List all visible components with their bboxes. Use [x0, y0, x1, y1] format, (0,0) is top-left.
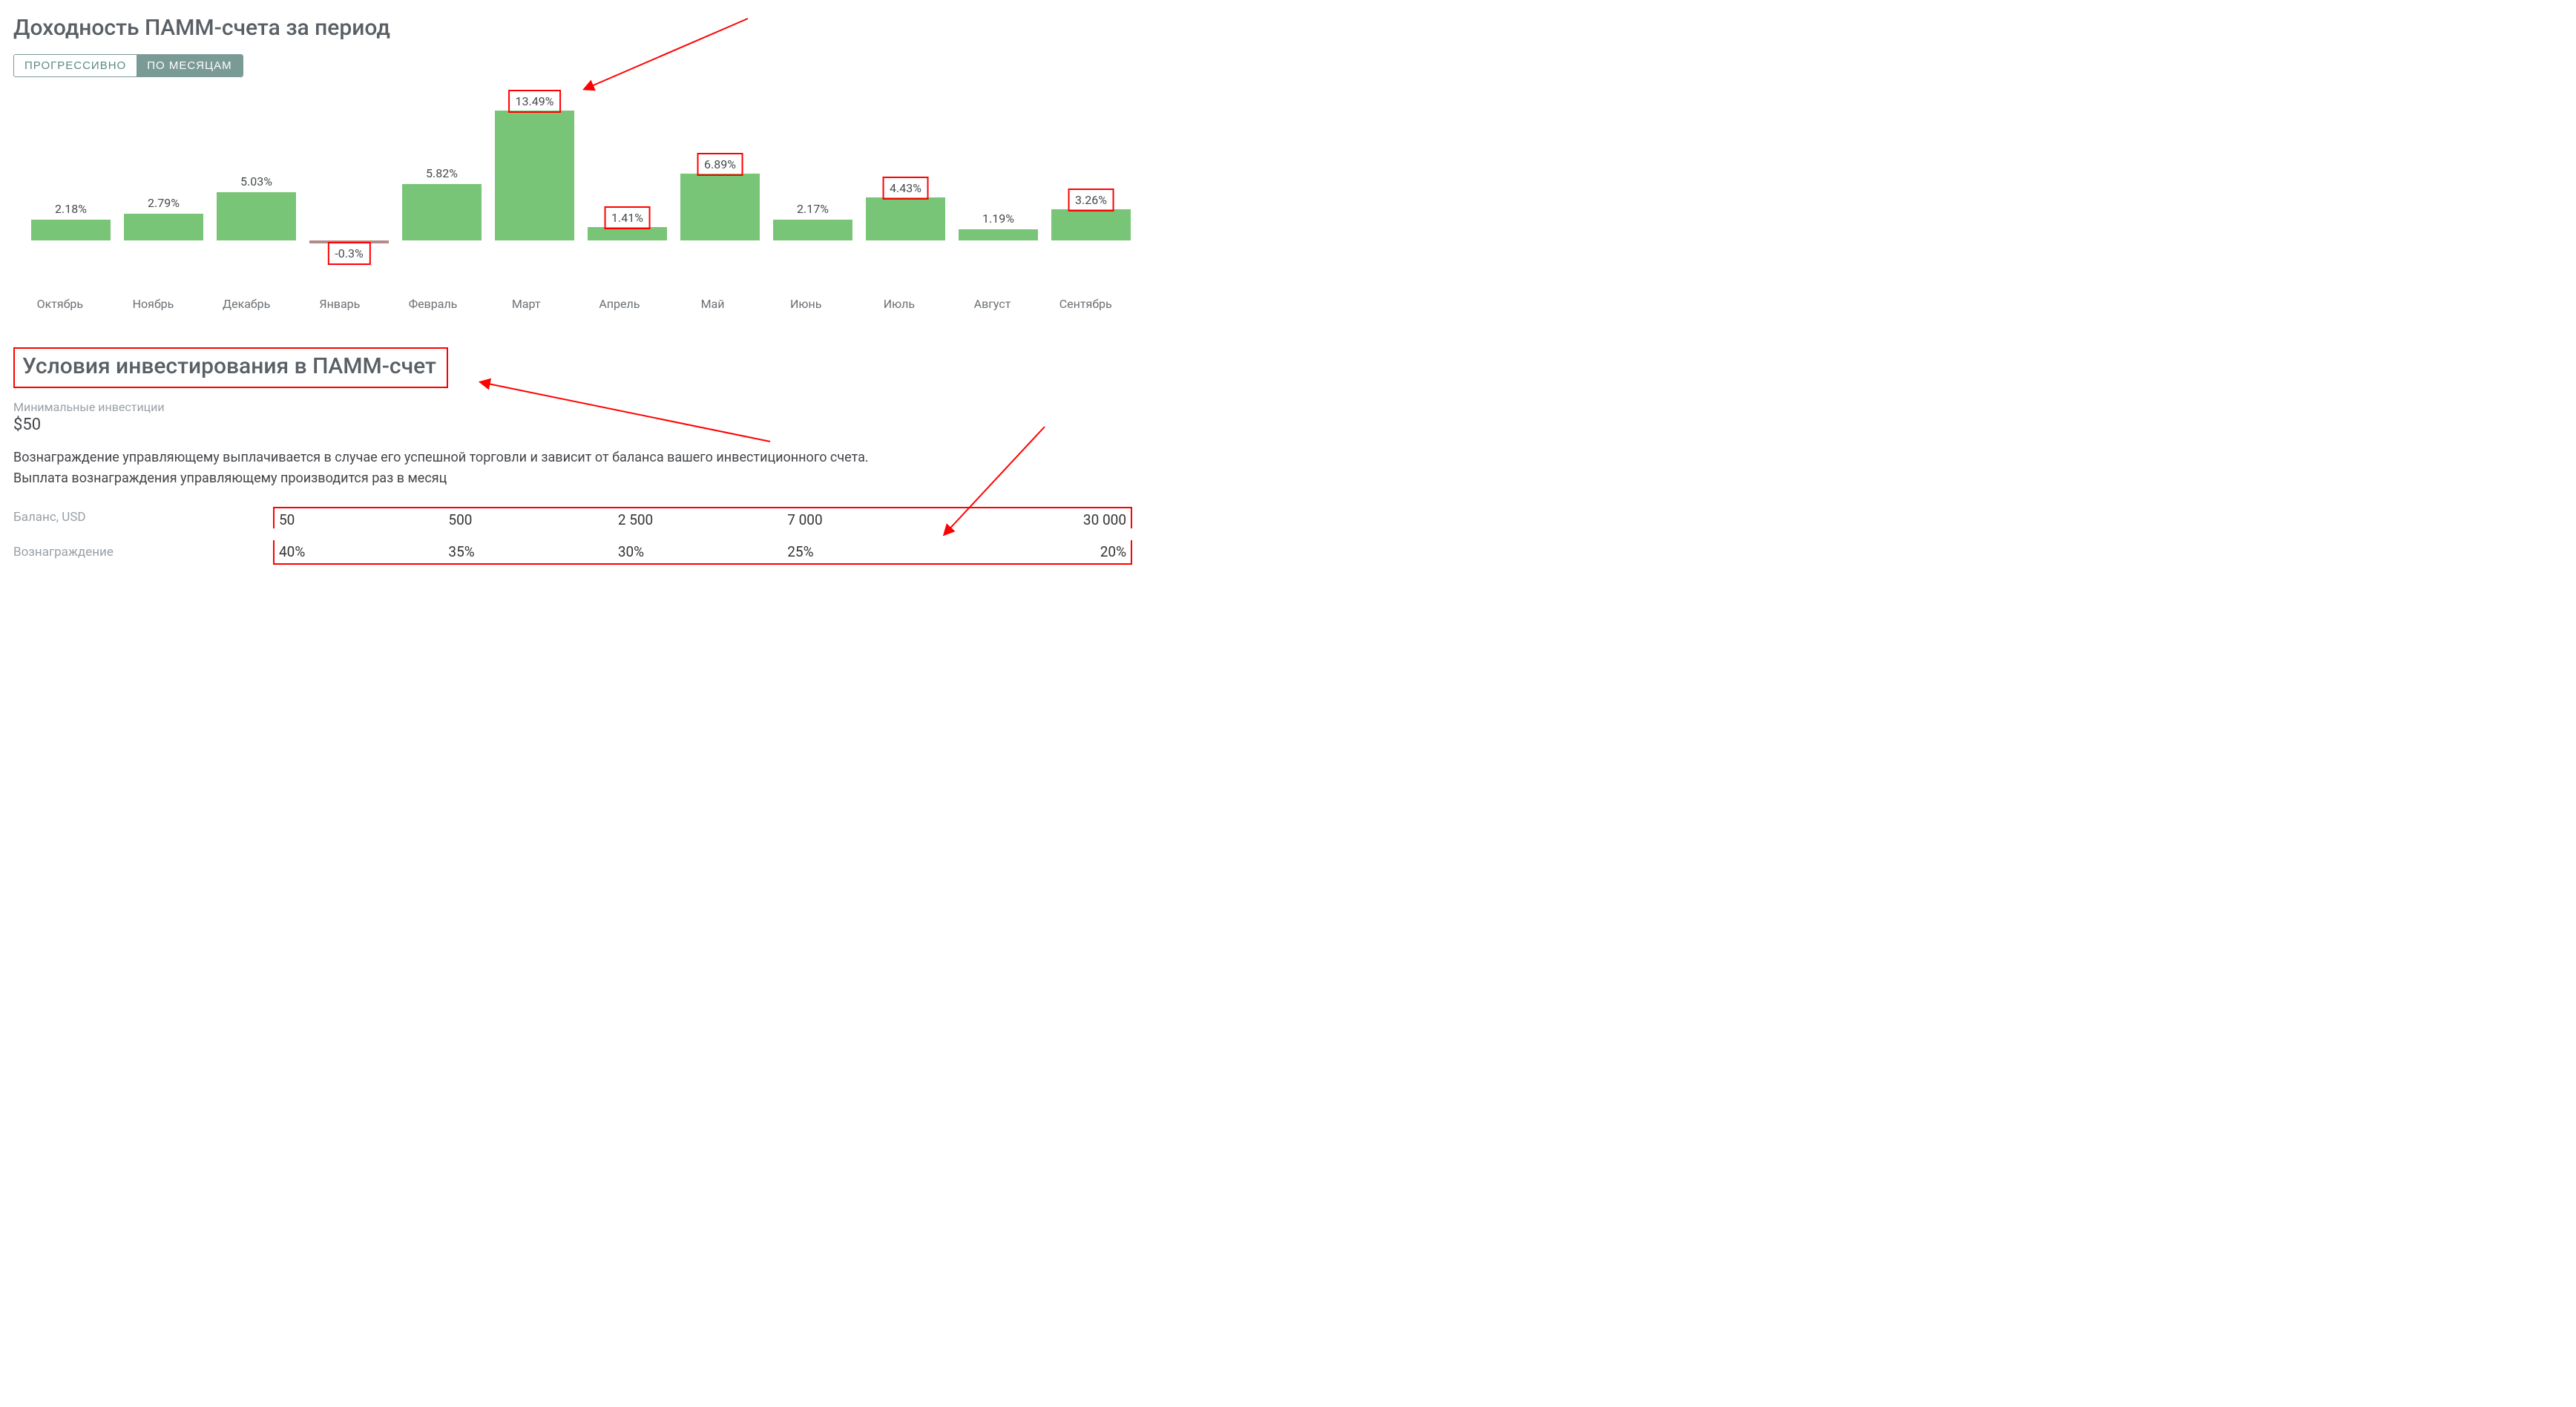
bar [773, 220, 852, 240]
fee-cell: 20% [957, 543, 1126, 560]
fee-reward-cells: 40%35%30%25%20% [273, 540, 1132, 565]
bar-value-label: 3.26% [1071, 191, 1111, 209]
min-invest-label: Минимальные инвестиции [13, 400, 1132, 414]
fee-cell: 50 [279, 511, 448, 528]
terms-title-highlight-box: Условия инвестирования в ПАММ-счет [13, 347, 448, 388]
bar-value-label: 2.18% [28, 202, 114, 216]
month-label: Март [479, 297, 573, 311]
bar-value-label: 13.49% [511, 93, 559, 110]
fee-cell: 500 [448, 511, 617, 528]
fee-cell: 7 000 [787, 511, 956, 528]
bar-col: 2.17% [770, 92, 855, 285]
bar [495, 111, 574, 240]
fee-cell: 35% [448, 543, 617, 560]
bar-col: -0.3% [306, 92, 392, 285]
fee-cell: 25% [787, 543, 956, 560]
month-label: Июнь [759, 297, 852, 311]
month-label: Май [666, 297, 760, 311]
fee-row-balance: Баланс, USD 505002 5007 00030 000 [13, 501, 1132, 534]
fee-balance-cells: 505002 5007 00030 000 [273, 507, 1132, 528]
bar-value-label: 5.82% [399, 166, 484, 180]
bar [680, 174, 760, 240]
toggle-progressive-button[interactable]: ПРОГРЕССИВНО [14, 55, 137, 76]
month-label: Ноябрь [107, 297, 200, 311]
bar [588, 227, 667, 240]
terms-description: Вознаграждение управляющему выплачиваетс… [13, 447, 1132, 489]
bar-value-label: 4.43% [885, 180, 926, 197]
bar-value-label: 1.19% [956, 211, 1041, 226]
chart-title: Доходность ПАММ-счета за период [13, 15, 1132, 41]
fee-table: Баланс, USD 505002 5007 00030 000 Вознаг… [13, 501, 1132, 571]
bar-value-label: 5.03% [214, 174, 299, 188]
month-label: Август [946, 297, 1039, 311]
bar-value-label: 6.89% [700, 156, 740, 173]
bar-col: 5.03% [214, 92, 299, 285]
month-label: Январь [293, 297, 387, 311]
bar-value-label: 2.79% [121, 196, 206, 210]
month-label: Апрель [573, 297, 666, 311]
fee-row-reward: Вознаграждение 40%35%30%25%20% [13, 534, 1132, 571]
month-label: Сентябрь [1039, 297, 1132, 311]
view-toggle: ПРОГРЕССИВНО ПО МЕСЯЦАМ [13, 54, 243, 77]
bar-value-label: 1.41% [607, 209, 648, 226]
terms-line2: Выплата вознаграждения управляющему прои… [13, 470, 447, 486]
bar-col: 3.26% [1048, 92, 1134, 285]
bar [866, 197, 945, 240]
bar-col: 1.19% [956, 92, 1041, 285]
bar [31, 220, 111, 240]
toggle-monthly-button[interactable]: ПО МЕСЯЦАМ [137, 55, 242, 76]
fee-cell: 2 500 [618, 511, 787, 528]
month-label: Октябрь [13, 297, 107, 311]
bar-col: 2.79% [121, 92, 206, 285]
month-label: Июль [852, 297, 946, 311]
page-root: Доходность ПАММ-счета за период ПРОГРЕСС… [13, 15, 1132, 571]
month-label: Декабрь [200, 297, 293, 311]
bar-col: 4.43% [863, 92, 948, 285]
bar-value-label: -0.3% [330, 245, 367, 262]
bar [309, 240, 389, 243]
bar-col: 1.41% [585, 92, 670, 285]
bar-col: 13.49% [492, 92, 577, 285]
fee-cell: 30 000 [957, 511, 1126, 528]
bar [1051, 209, 1131, 240]
bar [217, 192, 296, 240]
min-invest-value: $50 [13, 416, 1132, 434]
month-label: Февраль [387, 297, 480, 311]
bar [959, 229, 1038, 240]
terms-line1: Вознаграждение управляющему выплачиваетс… [13, 450, 869, 465]
fee-cell: 40% [279, 543, 448, 560]
bar [402, 184, 482, 240]
terms-title: Условия инвестирования в ПАММ-счет [22, 353, 436, 379]
bar-col: 6.89% [677, 92, 763, 285]
returns-bar-chart: 2.18% 2.79% 5.03% -0.3% 5.82% 13.49% 1.41% 6.89… [13, 92, 1132, 337]
bar-value-label: 2.17% [770, 202, 855, 216]
fee-row-reward-label: Вознаграждение [13, 545, 273, 560]
fee-row-balance-label: Баланс, USD [13, 510, 273, 525]
bar [124, 214, 203, 240]
fee-cell: 30% [618, 543, 787, 560]
bar-col: 2.18% [28, 92, 114, 285]
bar-col: 5.82% [399, 92, 484, 285]
